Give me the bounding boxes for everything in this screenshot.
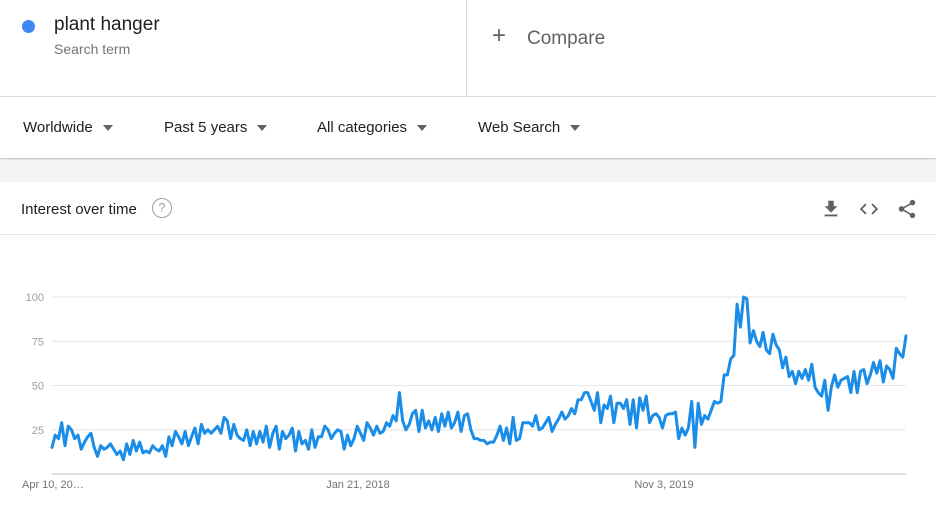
filter-search-type-label: Web Search xyxy=(478,119,561,136)
filter-bar: Worldwide Past 5 years All categories We… xyxy=(0,97,936,159)
caret-down-icon xyxy=(417,124,428,131)
filter-time-label: Past 5 years xyxy=(164,119,248,136)
plus-icon: + xyxy=(492,22,507,49)
search-term-name[interactable]: plant hanger xyxy=(54,14,160,35)
help-icon[interactable]: ? xyxy=(152,198,172,218)
caret-down-icon xyxy=(102,124,113,131)
compare-label: Compare xyxy=(527,28,606,49)
embed-code-icon[interactable] xyxy=(858,198,880,220)
x-tick-label: Nov 3, 2019 xyxy=(634,479,693,491)
term-color-dot xyxy=(22,20,35,33)
y-tick-label: 25 xyxy=(32,425,44,437)
series-line xyxy=(50,295,908,462)
interest-line-chart: 25 50 75 100 Apr 10, 20… Jan 21, 2018 Nov 3, 2… xyxy=(22,292,908,491)
card-title: Interest over time xyxy=(21,201,137,218)
interest-over-time-card: Interest over time ? 25 50 75 100 Apr 10, 20… xyxy=(0,182,936,512)
caret-down-icon xyxy=(570,124,581,131)
y-tick-label: 100 xyxy=(26,292,44,304)
card-header: Interest over time ? xyxy=(0,182,936,235)
compare-button[interactable]: + Compare xyxy=(467,0,936,96)
filter-geo-label: Worldwide xyxy=(23,119,93,136)
filter-geo-dropdown[interactable]: Worldwide xyxy=(23,119,113,136)
x-tick-label: Jan 21, 2018 xyxy=(326,479,390,491)
x-tick-label: Apr 10, 20… xyxy=(22,479,84,491)
caret-down-icon xyxy=(257,124,268,131)
filter-search-type-dropdown[interactable]: Web Search xyxy=(478,119,581,136)
filter-time-dropdown[interactable]: Past 5 years xyxy=(164,119,268,136)
search-term-subtitle: Search term xyxy=(54,41,131,57)
share-icon[interactable] xyxy=(896,198,918,220)
filter-category-dropdown[interactable]: All categories xyxy=(317,119,428,136)
term-bar: plant hanger Search term + Compare xyxy=(0,0,936,97)
filter-category-label: All categories xyxy=(317,119,408,136)
y-tick-label: 75 xyxy=(32,336,44,348)
y-tick-label: 50 xyxy=(32,381,44,393)
section-gap xyxy=(0,160,936,182)
search-term-card[interactable]: plant hanger Search term xyxy=(0,0,467,96)
download-icon[interactable] xyxy=(820,198,842,220)
